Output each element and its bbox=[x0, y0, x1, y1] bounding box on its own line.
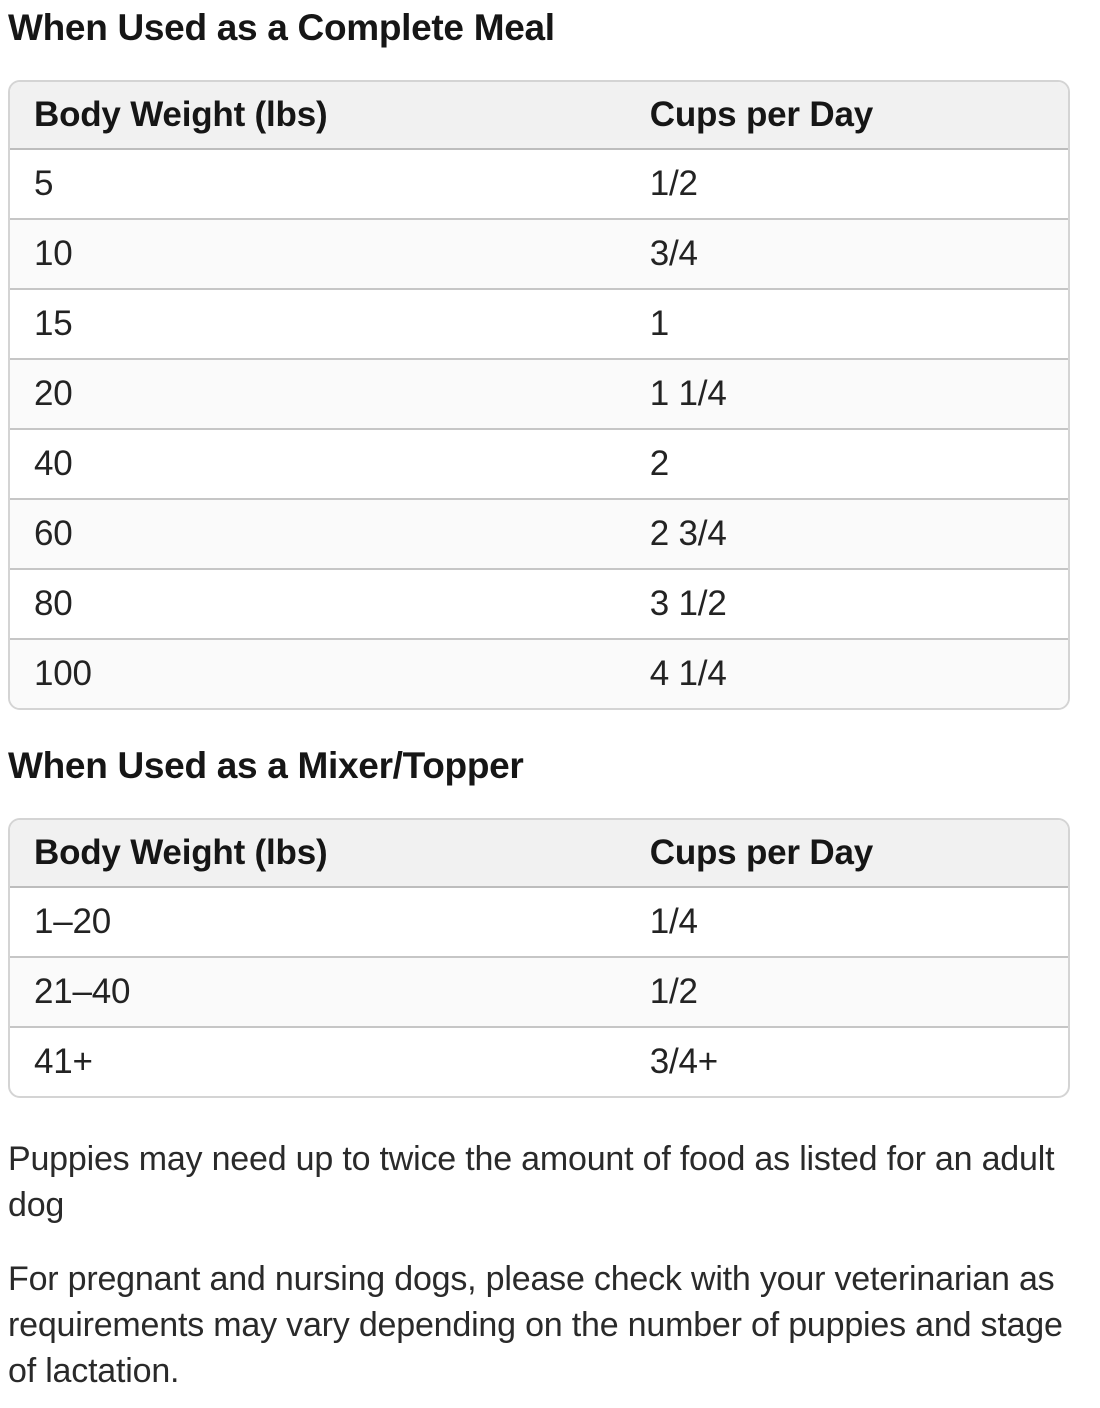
column-header-cups-per-day: Cups per Day bbox=[625, 82, 1068, 150]
table-row: 60 2 3/4 bbox=[10, 499, 1068, 570]
table-cell: 60 bbox=[10, 499, 626, 570]
table-row: 15 1 bbox=[10, 289, 1068, 360]
table-cell: 2 3/4 bbox=[625, 499, 1068, 570]
table-row: 5 1/2 bbox=[10, 149, 1068, 220]
table-cell: 4 1/4 bbox=[649, 654, 727, 693]
table-cell: 5 bbox=[10, 149, 626, 220]
table-cell: 1 bbox=[625, 289, 1068, 360]
table-cell: 15 bbox=[10, 289, 626, 360]
complete-meal-table: Body Weight (lbs) Cups per Day 5 1/2 10 3/4… bbox=[8, 80, 1070, 710]
table-cell: 21–40 bbox=[10, 957, 626, 1028]
table-row: 100 4 1/4 bbox=[10, 639, 1068, 708]
table-header-row: Body Weight (lbs) Cups per Day bbox=[10, 820, 1068, 888]
table-cell: 2 bbox=[625, 429, 1068, 500]
table-cell: 1/2 bbox=[625, 957, 1068, 1028]
table-row: 1–20 1/4 bbox=[10, 887, 1068, 958]
column-header-body-weight: Body Weight (lbs) bbox=[10, 82, 626, 150]
table-cell: 100 bbox=[34, 654, 92, 693]
table-row: 20 1 1/4 bbox=[10, 359, 1068, 430]
table-cell: 3/4 bbox=[625, 219, 1068, 290]
table-cell: 3/4+ bbox=[649, 1042, 719, 1081]
table-row: 10 3/4 bbox=[10, 219, 1068, 290]
column-header-body-weight: Body Weight (lbs) bbox=[10, 820, 626, 888]
mixer-topper-table: Body Weight (lbs) Cups per Day 1–20 1/4 21… bbox=[8, 818, 1070, 1098]
table-cell: 20 bbox=[10, 359, 626, 430]
table-row: 80 3 1/2 bbox=[10, 569, 1068, 640]
table-cell: 80 bbox=[10, 569, 626, 640]
table-cell: 41+ bbox=[34, 1042, 93, 1081]
table-row: 21–40 1/2 bbox=[10, 957, 1068, 1028]
table-cell: 1–20 bbox=[10, 887, 626, 958]
table-cell: 10 bbox=[10, 219, 626, 290]
table-cell: 1/2 bbox=[625, 149, 1068, 220]
column-header-cups-per-day: Cups per Day bbox=[625, 820, 1068, 888]
table-row: 41+ 3/4+ bbox=[10, 1027, 1068, 1096]
table-row: 40 2 bbox=[10, 429, 1068, 500]
mixer-topper-title: When Used as a Mixer/Topper bbox=[8, 745, 524, 786]
note-pregnant-nursing: For pregnant and nursing dogs, please ch… bbox=[8, 1260, 1063, 1390]
note-puppies: Puppies may need up to twice the amount … bbox=[8, 1140, 1055, 1224]
table-cell: 1/4 bbox=[625, 887, 1068, 958]
table-cell: 1 1/4 bbox=[625, 359, 1068, 430]
table-cell: 40 bbox=[10, 429, 626, 500]
table-header-row: Body Weight (lbs) Cups per Day bbox=[10, 82, 1068, 150]
table-cell: 3 1/2 bbox=[625, 569, 1068, 640]
complete-meal-title: When Used as a Complete Meal bbox=[8, 7, 555, 48]
